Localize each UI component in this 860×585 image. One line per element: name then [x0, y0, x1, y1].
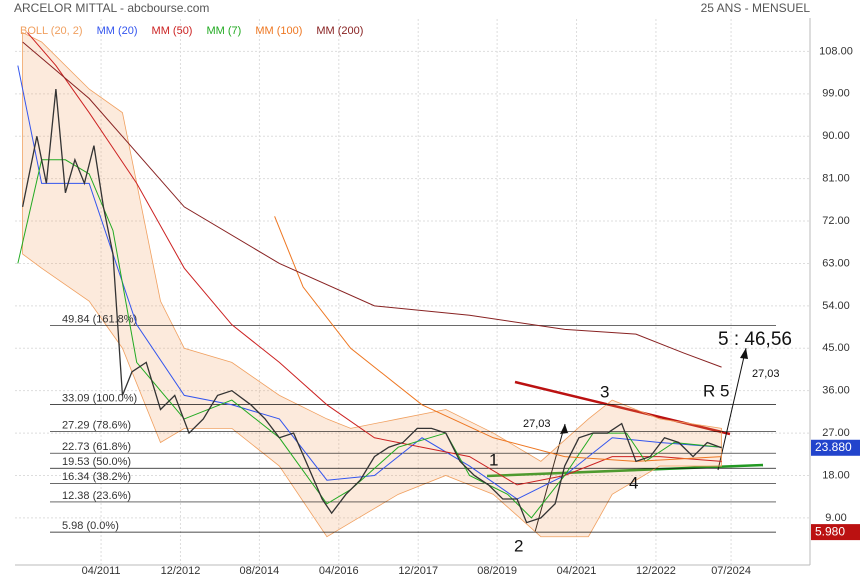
x-tick-label: 07/2024 — [711, 565, 751, 577]
x-tick-label: 04/2016 — [319, 565, 359, 577]
fib-label: 12.38 (23.6%) — [62, 490, 131, 502]
arrow — [717, 347, 747, 471]
moving-average — [274, 216, 722, 462]
y-tick-label: 72.00 — [822, 215, 850, 227]
x-tick-label: 12/2022 — [636, 565, 676, 577]
x-tick-label: 04/2011 — [82, 565, 121, 577]
annotation: 4 — [629, 473, 638, 492]
legend-entry: MM (50) — [152, 25, 193, 37]
legend-entry: MM (20) — [97, 25, 138, 37]
y-tick-label: 90.00 — [822, 130, 850, 142]
legend-entry: BOLL (20, 2) — [20, 25, 83, 37]
annotation: 27,03 — [752, 368, 780, 380]
y-tick-label: 108.00 — [819, 45, 853, 57]
y-tick-label: 27.00 — [822, 427, 850, 439]
annotation: 1 — [489, 450, 498, 469]
moving-average — [26, 32, 722, 486]
price-tag — [811, 439, 860, 456]
legend-entry: MM (100) — [255, 25, 302, 37]
fib-label: 19.53 (50.0%) — [62, 456, 131, 468]
x-tick-label: 12/2012 — [161, 565, 201, 577]
price-tag-label: 23.880 — [815, 440, 852, 454]
x-tick-label: 12/2017 — [398, 565, 438, 577]
annotation: 2 — [514, 536, 523, 555]
fib-label: 22.73 (61.8%) — [62, 441, 131, 453]
legend-entry: MM (7) — [206, 25, 241, 37]
bollinger-band — [22, 31, 722, 538]
fib-label: 5.98 (0.0%) — [62, 520, 119, 532]
y-tick-label: 63.00 — [822, 257, 850, 269]
annotation: R 5 — [703, 381, 729, 400]
chart-subtitle: 25 ANS - MENSUEL — [701, 1, 811, 15]
y-tick-label: 9.00 — [825, 512, 846, 524]
resistance-line — [514, 380, 731, 436]
price-tag-label: 5.980 — [815, 524, 845, 538]
annotation: 27,03 — [523, 418, 551, 430]
annotation: 3 — [600, 382, 609, 401]
price-line — [21, 89, 722, 524]
annotation: 5 : 46,56 — [718, 329, 792, 350]
y-tick-label: 99.00 — [822, 88, 850, 100]
moving-average — [22, 41, 722, 368]
fib-label: 49.84 (161.8%) — [62, 313, 137, 325]
support-line — [486, 463, 764, 478]
x-tick-label: 08/2019 — [477, 565, 517, 577]
x-tick-label: 04/2021 — [557, 565, 597, 577]
x-tick-label: 08/2014 — [240, 565, 280, 577]
y-tick-label: 36.00 — [822, 385, 850, 397]
fib-label: 16.34 (38.2%) — [62, 471, 131, 483]
fib-label: 27.29 (78.6%) — [62, 420, 131, 432]
arrow-head — [740, 348, 748, 359]
legend-entry: MM (200) — [316, 25, 363, 37]
y-tick-label: 81.00 — [822, 173, 850, 185]
y-tick-label: 45.00 — [822, 342, 850, 354]
y-tick-label: 18.00 — [822, 469, 850, 481]
y-tick-label: 54.00 — [822, 300, 850, 312]
price-tag — [811, 524, 860, 541]
fib-label: 33.09 (100.0%) — [62, 392, 137, 404]
chart-title: ARCELOR MITTAL - abcbourse.com — [14, 1, 209, 15]
